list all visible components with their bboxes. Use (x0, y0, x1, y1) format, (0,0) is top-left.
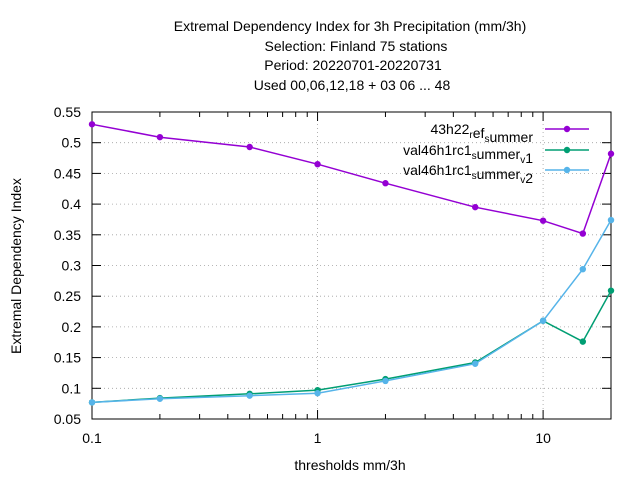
title-line-2: Selection: Finland 75 stations (265, 38, 448, 54)
y-tick-label: 0.35 (54, 227, 81, 243)
axis-ticks (91, 111, 612, 420)
y-tick-label: 0.2 (62, 319, 82, 335)
series-2 (88, 287, 615, 406)
legend-label-2: val46h1rc1summerv1 (403, 142, 533, 166)
y-tick-label: 0.4 (62, 196, 82, 212)
legend-marker-3 (563, 166, 571, 174)
series-3-point (539, 317, 547, 324)
legend-marker-1 (563, 125, 571, 133)
series-3-line (91, 219, 612, 404)
series-1-line (91, 123, 612, 235)
series-3-point (382, 377, 389, 385)
series-3-point (156, 395, 164, 402)
series-2-point (579, 338, 587, 345)
series-3 (88, 216, 615, 406)
y-tick-label: 0.15 (54, 350, 81, 366)
series-1-point (382, 180, 389, 187)
plot-frame (91, 111, 612, 420)
y-tick-label: 0.25 (54, 288, 81, 304)
series-group (88, 121, 615, 406)
y-tick-label: 0.1 (62, 380, 82, 396)
series-1-point (156, 133, 164, 141)
series-1-point (579, 230, 587, 237)
series-2-point (607, 287, 615, 294)
series-3-point (314, 390, 321, 397)
title-line-1: Extremal Dependency Index for 3h Precipi… (174, 18, 527, 34)
series-1-point (314, 160, 321, 168)
legend-label-1: 43h22refsummer (430, 121, 533, 145)
axis-tick-labels: 0.050.10.150.20.250.30.350.40.450.50.550… (54, 104, 551, 446)
series-1-point (88, 121, 96, 128)
series-1 (88, 121, 615, 237)
series-3-point (88, 399, 96, 406)
series-3-point (472, 360, 479, 367)
grid (92, 112, 611, 419)
series-1-point (246, 143, 253, 151)
title-line-3: Period: 20220701-20220731 (264, 57, 442, 73)
x-tick-label: 10 (535, 430, 551, 446)
x-tick-label: 0.1 (82, 430, 102, 446)
series-1-point (472, 203, 479, 211)
chart-title: Extremal Dependency Index for 3h Precipi… (174, 18, 527, 93)
legend-marker-2 (563, 146, 571, 154)
legend: 43h22refsummerval46h1rc1summerv1val46h1r… (403, 121, 589, 186)
legend-label-3: val46h1rc1summerv2 (403, 162, 533, 186)
series-3-point (246, 392, 253, 399)
series-1-point (607, 150, 615, 157)
y-tick-label: 0.55 (54, 104, 81, 120)
y-tick-label: 0.5 (62, 135, 82, 151)
series-1-point (539, 217, 547, 224)
x-axis-label: thresholds mm/3h (294, 457, 405, 473)
title-line-4: Used 00,06,12,18 + 03 06 ... 48 (254, 77, 451, 93)
y-axis-label: Extremal Dependency Index (8, 178, 24, 354)
series-2-line (91, 290, 612, 404)
x-tick-label: 1 (314, 430, 322, 446)
series-3-point (579, 265, 587, 273)
series-3-point (607, 216, 615, 224)
y-tick-label: 0.05 (54, 411, 81, 427)
y-tick-label: 0.3 (62, 258, 82, 274)
y-tick-label: 0.45 (54, 165, 81, 181)
